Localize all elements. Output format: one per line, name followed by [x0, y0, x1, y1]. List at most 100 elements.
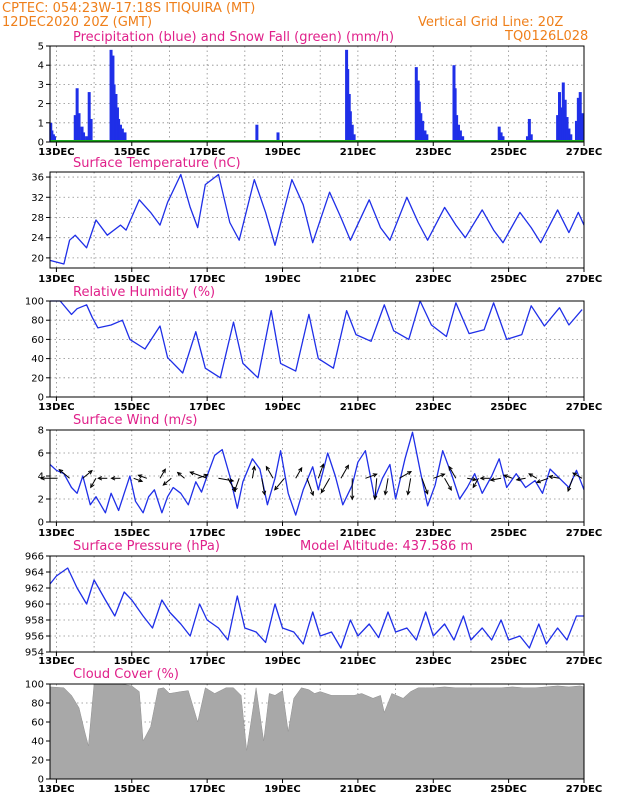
precip-bar [574, 120, 578, 142]
precip-bar [123, 132, 127, 142]
x-tick-label: 19DEC [264, 528, 300, 539]
wind-vector [176, 471, 185, 479]
grid-note: Vertical Grid Line: 20Z [418, 15, 563, 30]
wind-vector [448, 465, 457, 479]
x-tick-label: 25DEC [490, 147, 526, 158]
panel-cloud: Cloud Cover (%) 0 20 40 60 80 100 13DEC 15DEC 17D… [25, 667, 602, 795]
x-tick-label: 19DEC [264, 656, 300, 667]
x-tick-label: 15DEC [114, 528, 150, 539]
wind-vector [261, 478, 267, 496]
precip-bar [567, 128, 571, 142]
x-tick-label: 15DEC [114, 274, 150, 285]
y-tick-label: 2 [38, 99, 44, 110]
y-tick-label: 5 [38, 42, 44, 53]
x-tick-label: 17DEC [189, 402, 225, 413]
x-tick-label: 25DEC [490, 784, 526, 795]
model-altitude-label: Model Altitude: 437.586 m [300, 539, 473, 554]
x-tick-label: 21DEC [340, 528, 376, 539]
pressure-line [49, 567, 584, 649]
precip-bar [457, 124, 461, 142]
precip-bar [461, 136, 465, 142]
x-tick-label: 13DEC [38, 528, 74, 539]
y-tick-label: 962 [25, 584, 44, 595]
y-tick-label: 2 [38, 495, 44, 506]
wind-vector [159, 468, 166, 479]
x-tick-label: 19DEC [264, 274, 300, 285]
x-tick-label: 13DEC [38, 147, 74, 158]
wind-vector [399, 470, 413, 479]
precip-bar [453, 88, 457, 142]
precip-bar [276, 132, 280, 142]
precip-bar [85, 136, 89, 142]
wind-vector [489, 477, 502, 482]
precip-bar [578, 92, 582, 142]
x-tick-label: 21DEC [340, 274, 376, 285]
y-tick-label: 966 [25, 552, 44, 563]
precip-bar [350, 124, 354, 142]
wind-vector [218, 477, 235, 483]
precip-bar [118, 124, 122, 142]
y-tick-label: 20 [31, 373, 44, 384]
x-tick-label: 17DEC [189, 147, 225, 158]
precip-bar [497, 126, 501, 142]
wind-vector [383, 478, 389, 496]
precip-bar [501, 136, 505, 142]
precip-bar [75, 88, 79, 142]
temp-frame [49, 171, 585, 269]
y-tick-label: 80 [31, 316, 44, 327]
wind-vector [233, 478, 240, 493]
pressure-title: Surface Pressure (hPa) [73, 539, 220, 554]
y-tick-label: 964 [25, 568, 44, 579]
wind-vector [58, 468, 70, 479]
y-tick-label: 4 [38, 61, 44, 72]
precip-bar [455, 115, 459, 142]
y-tick-label: 0 [38, 393, 44, 404]
y-tick-label: 60 [31, 718, 44, 729]
temp-title: Surface Temperature (nC) [73, 156, 241, 171]
precip-bar [563, 99, 567, 142]
wind-vector [548, 474, 560, 480]
wind-vector [306, 478, 315, 497]
panel-wind: Surface Wind (m/s) 0 2 4 6 8 13DEC 15DEC 17DEC 19… [38, 413, 603, 539]
x-tick-label: 27DEC [566, 528, 602, 539]
wind-vector [350, 478, 355, 501]
x-tick-label: 21DEC [340, 784, 376, 795]
x-tick-label: 23DEC [415, 528, 451, 539]
precip-bar [458, 130, 462, 142]
precip-bar [525, 136, 529, 142]
y-tick-label: 24 [31, 233, 44, 244]
x-tick-label: 13DEC [38, 402, 74, 413]
y-tick-label: 954 [25, 648, 44, 659]
x-tick-label: 17DEC [189, 528, 225, 539]
precip-bar [561, 82, 565, 142]
x-tick-label: 25DEC [490, 528, 526, 539]
wind-vector [479, 476, 490, 481]
precip-bar [558, 92, 562, 142]
x-tick-label: 21DEC [340, 147, 376, 158]
precip-title: Precipitation (blue) and Snow Fall (gree… [73, 30, 394, 45]
y-tick-label: 100 [25, 680, 44, 691]
model-code: TQ0126L028 [504, 29, 588, 44]
x-tick-label: 23DEC [415, 656, 451, 667]
y-tick-label: 0 [38, 138, 44, 149]
y-tick-label: 956 [25, 632, 44, 643]
x-tick-label: 23DEC [415, 147, 451, 158]
y-tick-label: 4 [38, 472, 44, 483]
y-tick-label: 20 [31, 756, 44, 767]
precip-bar [80, 126, 84, 142]
wind-vector [189, 471, 208, 479]
wind-vector [317, 463, 325, 479]
y-tick-label: 28 [31, 213, 44, 224]
x-tick-label: 13DEC [38, 274, 74, 285]
x-tick-label: 19DEC [264, 402, 300, 413]
precip-bar [414, 67, 418, 142]
precip-bar [120, 128, 124, 142]
precip-bar [114, 94, 118, 142]
precip-bar [417, 101, 421, 142]
rh-line [50, 300, 583, 379]
x-tick-label: 27DEC [566, 274, 602, 285]
x-tick-label: 15DEC [114, 147, 150, 158]
y-tick-label: 1 [38, 118, 44, 129]
wind-title: Surface Wind (m/s) [73, 413, 197, 428]
